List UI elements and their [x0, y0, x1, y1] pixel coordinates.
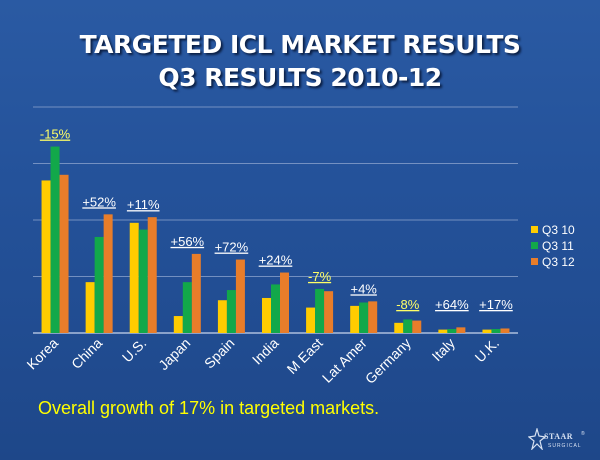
- bar-q3-12: [456, 327, 466, 333]
- legend-swatch: [531, 242, 538, 249]
- growth-annotation: -15%: [40, 127, 71, 142]
- legend-swatch: [531, 258, 538, 265]
- legend-label: Q3 12: [542, 255, 575, 269]
- bar-q3-11: [315, 288, 325, 333]
- growth-annotation: +4%: [350, 281, 377, 296]
- bar-q3-11: [359, 302, 369, 333]
- category-tick-label: Japan: [155, 335, 193, 373]
- category-tick-label: U.S.: [119, 335, 150, 366]
- bar-q3-11: [447, 329, 457, 333]
- category-tick-label: Korea: [23, 335, 61, 373]
- bar-q3-12: [412, 320, 422, 333]
- growth-annotation: +72%: [215, 240, 249, 255]
- logo-text: STAAR: [544, 432, 574, 441]
- bar-q3-10: [41, 180, 51, 333]
- legend-swatch: [531, 226, 538, 233]
- growth-annotation: -8%: [396, 297, 420, 312]
- category-tick-label: China: [68, 335, 105, 372]
- bar-q3-12: [500, 328, 510, 333]
- logo-subtext: SURGICAL: [548, 443, 582, 449]
- bar-q3-12: [59, 174, 69, 333]
- bar-q3-10: [394, 322, 404, 333]
- category-tick-label: M East: [284, 335, 326, 377]
- bar-q3-10: [217, 300, 227, 333]
- logo-registered-mark: ®: [581, 431, 585, 437]
- growth-annotation: +11%: [127, 197, 160, 212]
- legend-label: Q3 10: [542, 223, 575, 237]
- category-tick-label: Italy: [429, 335, 458, 364]
- bar-q3-12: [191, 253, 201, 333]
- growth-annotation: +64%: [435, 297, 469, 312]
- bar-q3-10: [85, 282, 95, 333]
- bar-q3-11: [182, 282, 192, 333]
- category-tick-label: Lat Amer: [319, 335, 370, 386]
- bar-q3-10: [306, 307, 316, 333]
- bar-q3-11: [138, 229, 148, 333]
- growth-annotation: +56%: [171, 234, 205, 249]
- bar-q3-12: [235, 259, 245, 333]
- staar-logo: STAAR ® SURGICAL: [528, 426, 594, 456]
- growth-annotation: -7%: [308, 269, 332, 284]
- category-tick-label: Germany: [362, 335, 414, 387]
- footer-note: Overall growth of 17% in targeted market…: [38, 398, 380, 418]
- bar-q3-12: [147, 217, 157, 333]
- category-tick-label: U.K.: [472, 335, 503, 366]
- bar-q3-10: [482, 329, 492, 333]
- growth-annotation: +52%: [82, 194, 116, 209]
- bar-q3-10: [129, 222, 139, 333]
- growth-annotation: +17%: [479, 297, 513, 312]
- star-logo-icon: [528, 428, 546, 450]
- bar-q3-10: [262, 297, 271, 333]
- bar-q3-11: [403, 319, 413, 333]
- bar-q3-12: [368, 301, 378, 333]
- bar-q3-12: [280, 272, 289, 333]
- legend-label: Q3 11: [542, 239, 574, 253]
- bar-q3-11: [94, 236, 104, 333]
- bar-q3-11: [50, 146, 60, 333]
- bar-q3-10: [438, 329, 448, 333]
- bar-q3-10: [173, 316, 183, 333]
- bar-q3-12: [103, 214, 113, 333]
- category-tick-label: Spain: [201, 335, 238, 372]
- bar-q3-11: [271, 284, 280, 333]
- slide-title: TARGETED ICL MARKET RESULTS: [79, 30, 521, 59]
- growth-annotation: +24%: [259, 253, 293, 268]
- bar-q3-11: [226, 290, 236, 333]
- bar-q3-12: [324, 291, 334, 333]
- bar-q3-11: [491, 329, 501, 333]
- bar-q3-10: [350, 305, 360, 333]
- slide-subtitle: Q3 RESULTS 2010-12: [158, 63, 442, 92]
- category-tick-label: India: [249, 335, 282, 368]
